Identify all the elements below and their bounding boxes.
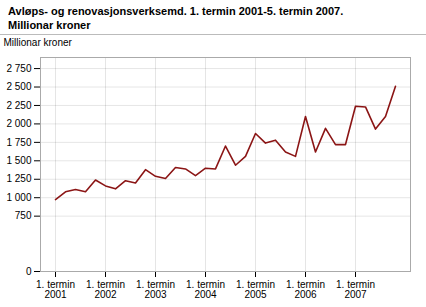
svg-text:1. termin2001: 1. termin2001 — [36, 279, 75, 300]
svg-text:2 250: 2 250 — [6, 100, 31, 111]
svg-text:1. termin2002: 1. termin2002 — [86, 279, 125, 300]
svg-text:750: 750 — [15, 210, 32, 221]
svg-text:1. termin2005: 1. termin2005 — [236, 279, 275, 300]
svg-text:1. termin2003: 1. termin2003 — [136, 279, 175, 300]
svg-text:1 250: 1 250 — [6, 173, 31, 184]
svg-text:2 000: 2 000 — [6, 118, 31, 129]
svg-text:2 500: 2 500 — [6, 81, 31, 92]
svg-text:1 000: 1 000 — [6, 192, 31, 203]
html-text:Millionar kroner: Millionar kroner — [8, 19, 91, 31]
svg-text:Millionar kroner: Millionar kroner — [4, 37, 73, 48]
svg-text:2 750: 2 750 — [6, 63, 31, 74]
svg-text:1 750: 1 750 — [6, 137, 31, 148]
svg-text:1. termin2006: 1. termin2006 — [286, 279, 325, 300]
svg-text:0: 0 — [26, 266, 32, 277]
svg-text:1. termin2004: 1. termin2004 — [186, 279, 225, 300]
svg-text:1. termin2007: 1. termin2007 — [336, 279, 375, 300]
svg-text:1 500: 1 500 — [6, 155, 31, 166]
html-text:Avløps- og renovasjonsverksemd: Avløps- og renovasjonsverksemd. 1. termi… — [8, 5, 344, 17]
